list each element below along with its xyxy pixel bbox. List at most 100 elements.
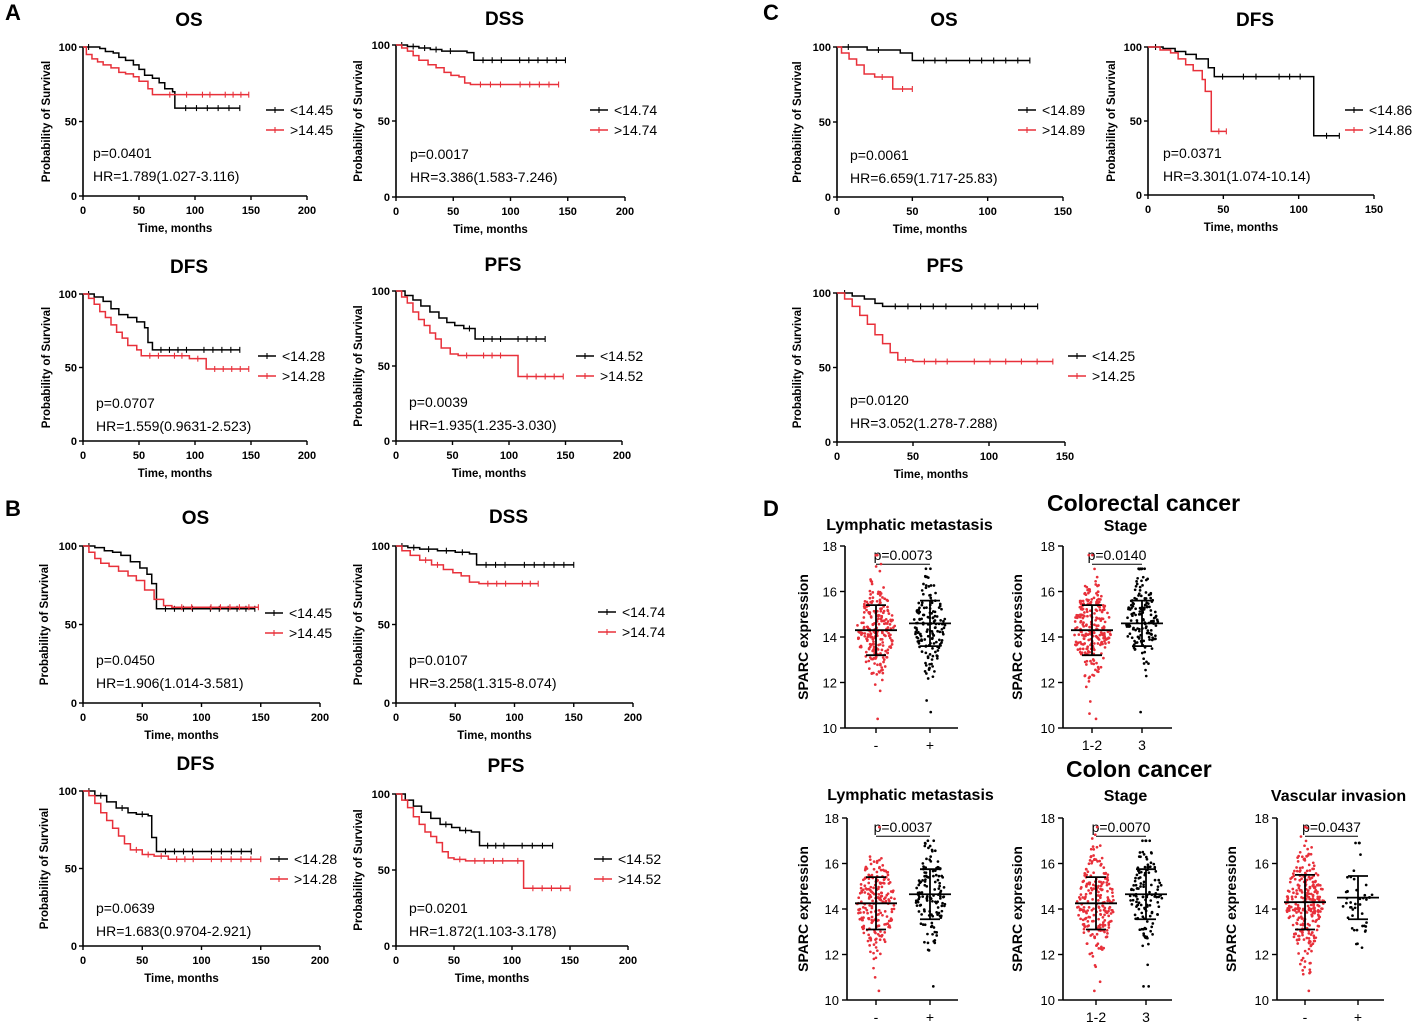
- x-tick-label: 200: [311, 712, 329, 724]
- y-tick-label: 14: [825, 902, 839, 917]
- data-point: [1314, 872, 1318, 875]
- y-axis-label: Probability of Survival: [353, 564, 365, 685]
- data-point: [923, 940, 926, 944]
- p-value: p=0.0070: [1092, 819, 1151, 835]
- data-point: [1139, 594, 1143, 598]
- data-point: [865, 637, 868, 641]
- data-point: [922, 582, 925, 586]
- data-point: [1132, 646, 1136, 650]
- data-point: [1134, 607, 1137, 611]
- data-point: [931, 985, 935, 988]
- data-point: [1298, 870, 1302, 873]
- data-point: [1085, 882, 1089, 886]
- y-tick-label: 18: [1041, 539, 1055, 554]
- dotplot-panel-d-cc-vi: Vascular invasion 10 12 14 16 18 SPARC express…: [1223, 788, 1406, 1023]
- data-point: [1078, 897, 1082, 901]
- hazard-ratio: HR=1.789(1.027-3.116): [93, 168, 239, 184]
- data-point: [925, 899, 929, 902]
- data-point: [1292, 891, 1295, 895]
- section-title-colorectal: Colorectal cancer: [1047, 490, 1241, 516]
- data-point: [927, 584, 931, 588]
- data-point: [1084, 910, 1088, 914]
- data-point: [1355, 928, 1359, 932]
- data-point: [1139, 855, 1142, 859]
- data-point: [1098, 633, 1102, 637]
- data-point: [1135, 900, 1138, 904]
- x-tick-label: 0: [80, 955, 86, 967]
- data-point: [887, 919, 891, 923]
- data-point: [1093, 567, 1096, 571]
- x-tick-label: 50: [907, 451, 919, 463]
- data-point: [1084, 624, 1088, 627]
- data-point: [1290, 897, 1294, 901]
- data-point: [867, 611, 871, 615]
- data-point: [1134, 876, 1137, 880]
- chart-title: Stage: [1104, 788, 1148, 805]
- data-point: [926, 932, 929, 936]
- data-point: [1107, 914, 1111, 918]
- legend-label: <14.89: [1042, 102, 1085, 118]
- data-point: [1148, 638, 1151, 641]
- data-point: [883, 940, 887, 944]
- x-tick-label: 150: [559, 206, 577, 218]
- data-point: [1364, 883, 1368, 887]
- data-point: [1090, 861, 1093, 865]
- data-point: [1145, 631, 1149, 635]
- km-panel-c-dfs: DFS 0 50 100 150 0 50 100 Time, months Probabilit…: [1106, 10, 1412, 234]
- data-point: [1300, 855, 1304, 859]
- data-point: [940, 909, 944, 913]
- data-point: [1293, 869, 1296, 873]
- data-point: [1094, 583, 1098, 586]
- data-point: [1078, 615, 1082, 619]
- data-point: [1145, 857, 1149, 861]
- data-point: [1092, 913, 1096, 917]
- y-tick-label: 0: [71, 698, 77, 710]
- data-point: [1136, 903, 1140, 907]
- data-point: [1134, 613, 1137, 617]
- data-point: [1095, 845, 1099, 849]
- data-point: [1137, 907, 1141, 911]
- data-point: [1097, 884, 1100, 888]
- data-point: [893, 897, 896, 901]
- y-tick-label: 50: [1130, 116, 1142, 128]
- hazard-ratio: HR=3.386(1.583-7.246): [410, 169, 558, 185]
- data-point: [1141, 850, 1145, 854]
- data-point: [917, 883, 921, 887]
- data-point: [1088, 952, 1092, 956]
- data-point: [1085, 663, 1088, 666]
- y-tick-label: 18: [1255, 811, 1269, 826]
- x-tick-label: 0: [393, 955, 399, 967]
- data-point: [1133, 913, 1137, 917]
- data-point: [1079, 893, 1083, 896]
- x-tick-label: +: [926, 737, 934, 753]
- data-point: [923, 638, 927, 641]
- data-point: [1081, 616, 1085, 620]
- data-point: [1097, 917, 1100, 921]
- data-point: [1101, 604, 1105, 607]
- data-point: [1311, 919, 1315, 923]
- data-point: [1130, 888, 1133, 892]
- data-point: [1287, 904, 1291, 908]
- y-tick-label: 0: [825, 192, 831, 204]
- km-panel-b-dss: DSS 0 50 100 150 200 0 50 100 Time, months Probabi…: [353, 507, 665, 742]
- data-point: [1295, 922, 1299, 926]
- data-point: [1100, 856, 1104, 860]
- data-point: [864, 887, 868, 890]
- data-point: [1137, 901, 1141, 905]
- data-point: [1106, 611, 1109, 615]
- x-axis-label: Time, months: [144, 730, 219, 742]
- y-tick-label: 14: [1041, 630, 1055, 645]
- data-point: [862, 611, 866, 614]
- data-point: [875, 949, 879, 953]
- data-point: [1318, 899, 1321, 902]
- data-point: [1073, 633, 1076, 637]
- data-point: [1088, 675, 1092, 679]
- data-point: [884, 649, 887, 653]
- data-point: [878, 689, 882, 693]
- data-point: [1286, 889, 1290, 893]
- p-value: p=0.0017: [410, 146, 469, 162]
- survival-curve-high: [83, 293, 249, 370]
- data-point: [1157, 895, 1161, 899]
- legend-label: >14.28: [294, 871, 337, 887]
